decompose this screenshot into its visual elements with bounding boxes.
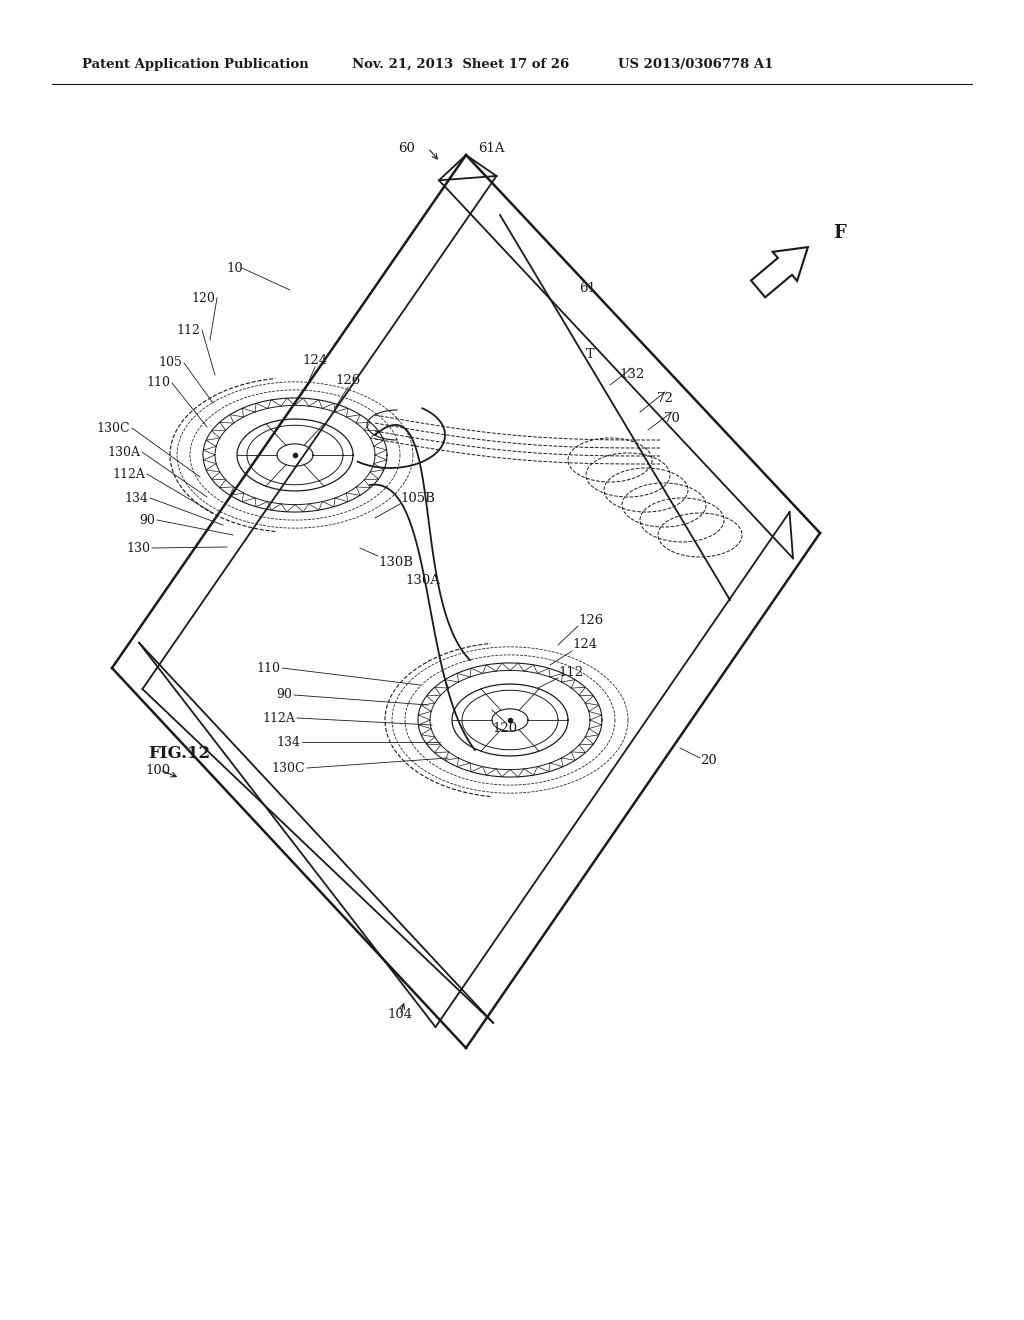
Text: 112A: 112A xyxy=(262,711,295,725)
Text: 20: 20 xyxy=(700,754,717,767)
Text: 104: 104 xyxy=(387,1008,413,1022)
Text: 110: 110 xyxy=(256,661,280,675)
Text: 112: 112 xyxy=(558,665,583,678)
Text: 110: 110 xyxy=(146,376,170,389)
Text: 61A: 61A xyxy=(478,141,505,154)
Text: 72: 72 xyxy=(656,392,674,404)
Text: 60: 60 xyxy=(398,141,415,154)
Text: 130A: 130A xyxy=(406,573,440,586)
Text: 130A: 130A xyxy=(106,446,140,458)
Text: 112: 112 xyxy=(176,323,200,337)
Text: F: F xyxy=(834,224,847,242)
Text: 105: 105 xyxy=(158,356,182,370)
Text: Nov. 21, 2013  Sheet 17 of 26: Nov. 21, 2013 Sheet 17 of 26 xyxy=(352,58,569,71)
Text: 134: 134 xyxy=(276,735,300,748)
Text: 120: 120 xyxy=(493,722,517,734)
Text: 70: 70 xyxy=(664,412,680,425)
Text: 112A: 112A xyxy=(112,467,145,480)
Text: 130: 130 xyxy=(126,541,150,554)
Text: 100: 100 xyxy=(145,763,171,776)
Polygon shape xyxy=(751,247,808,297)
Text: US 2013/0306778 A1: US 2013/0306778 A1 xyxy=(618,58,773,71)
Text: 90: 90 xyxy=(276,689,292,701)
Text: 126: 126 xyxy=(336,374,360,387)
Text: 130C: 130C xyxy=(96,421,130,434)
Text: 130C: 130C xyxy=(271,762,305,775)
Text: 90: 90 xyxy=(139,513,155,527)
Text: 120: 120 xyxy=(191,292,215,305)
Text: 124: 124 xyxy=(302,354,328,367)
Text: 126: 126 xyxy=(578,614,603,627)
Text: 132: 132 xyxy=(620,368,645,381)
Text: Patent Application Publication: Patent Application Publication xyxy=(82,58,309,71)
Text: 10: 10 xyxy=(226,261,244,275)
Text: 61: 61 xyxy=(580,281,596,294)
Text: FIG.12: FIG.12 xyxy=(148,744,210,762)
Text: 130B: 130B xyxy=(378,556,413,569)
Text: 105B: 105B xyxy=(400,491,435,504)
Text: 134: 134 xyxy=(124,491,148,504)
Text: T: T xyxy=(586,348,594,362)
Text: 124: 124 xyxy=(572,639,597,652)
